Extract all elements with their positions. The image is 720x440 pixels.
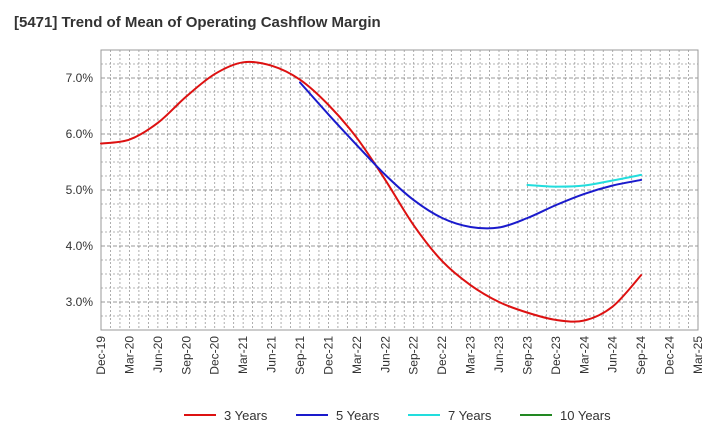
x-tick-label: Dec-19: [94, 336, 108, 375]
y-tick-label: 4.0%: [66, 239, 94, 253]
x-tick-label: Sep-23: [520, 336, 534, 375]
x-tick-label: Sep-20: [179, 336, 193, 375]
series-line-5-years: [299, 81, 643, 230]
x-tick-label: Jun-21: [265, 336, 279, 373]
x-tick-label: Mar-22: [350, 336, 364, 374]
series-line-7-years: [526, 173, 643, 188]
plot-frame: [100, 49, 699, 331]
y-axis-ticks: 3.0% 4.0% 5.0% 6.0% 7.0%: [66, 71, 94, 309]
legend-label-3-years: 3 Years: [224, 408, 268, 423]
legend-label-10-years: 10 Years: [560, 408, 611, 423]
series-line-3-years: [100, 60, 643, 323]
x-axis-ticks: Dec-19 Mar-20 Jun-20 Sep-20 Dec-20 Mar-21 Jun-…: [94, 336, 705, 375]
legend-label-7-years: 7 Years: [448, 408, 492, 423]
series-layer: [100, 60, 643, 323]
x-tick-label: Jun-22: [378, 336, 392, 373]
x-tick-label: Mar-25: [691, 336, 705, 374]
x-tick-label: Dec-22: [435, 336, 449, 375]
x-tick-label: Mar-24: [577, 336, 591, 374]
x-tick-label: Dec-21: [321, 336, 335, 375]
x-tick-label: Sep-24: [634, 336, 648, 375]
x-tick-label: Dec-24: [663, 336, 677, 375]
grid: [101, 50, 698, 330]
x-tick-label: Sep-21: [293, 336, 307, 375]
x-tick-label: Dec-23: [549, 336, 563, 375]
chart-title: [5471] Trend of Mean of Operating Cashfl…: [14, 14, 381, 31]
y-tick-label: 5.0%: [66, 183, 94, 197]
legend: 3 Years 5 Years 7 Years 10 Years: [184, 408, 611, 423]
x-tick-label: Jun-20: [151, 336, 165, 373]
y-tick-label: 3.0%: [66, 295, 94, 309]
x-tick-label: Jun-24: [606, 336, 620, 373]
x-tick-label: Dec-20: [208, 336, 222, 375]
y-tick-label: 7.0%: [66, 71, 94, 85]
x-tick-label: Jun-23: [492, 336, 506, 373]
legend-label-5-years: 5 Years: [336, 408, 380, 423]
y-tick-label: 6.0%: [66, 127, 94, 141]
x-tick-label: Mar-23: [464, 336, 478, 374]
x-tick-label: Mar-21: [236, 336, 250, 374]
x-tick-label: Mar-20: [122, 336, 136, 374]
x-tick-label: Sep-22: [407, 336, 421, 375]
